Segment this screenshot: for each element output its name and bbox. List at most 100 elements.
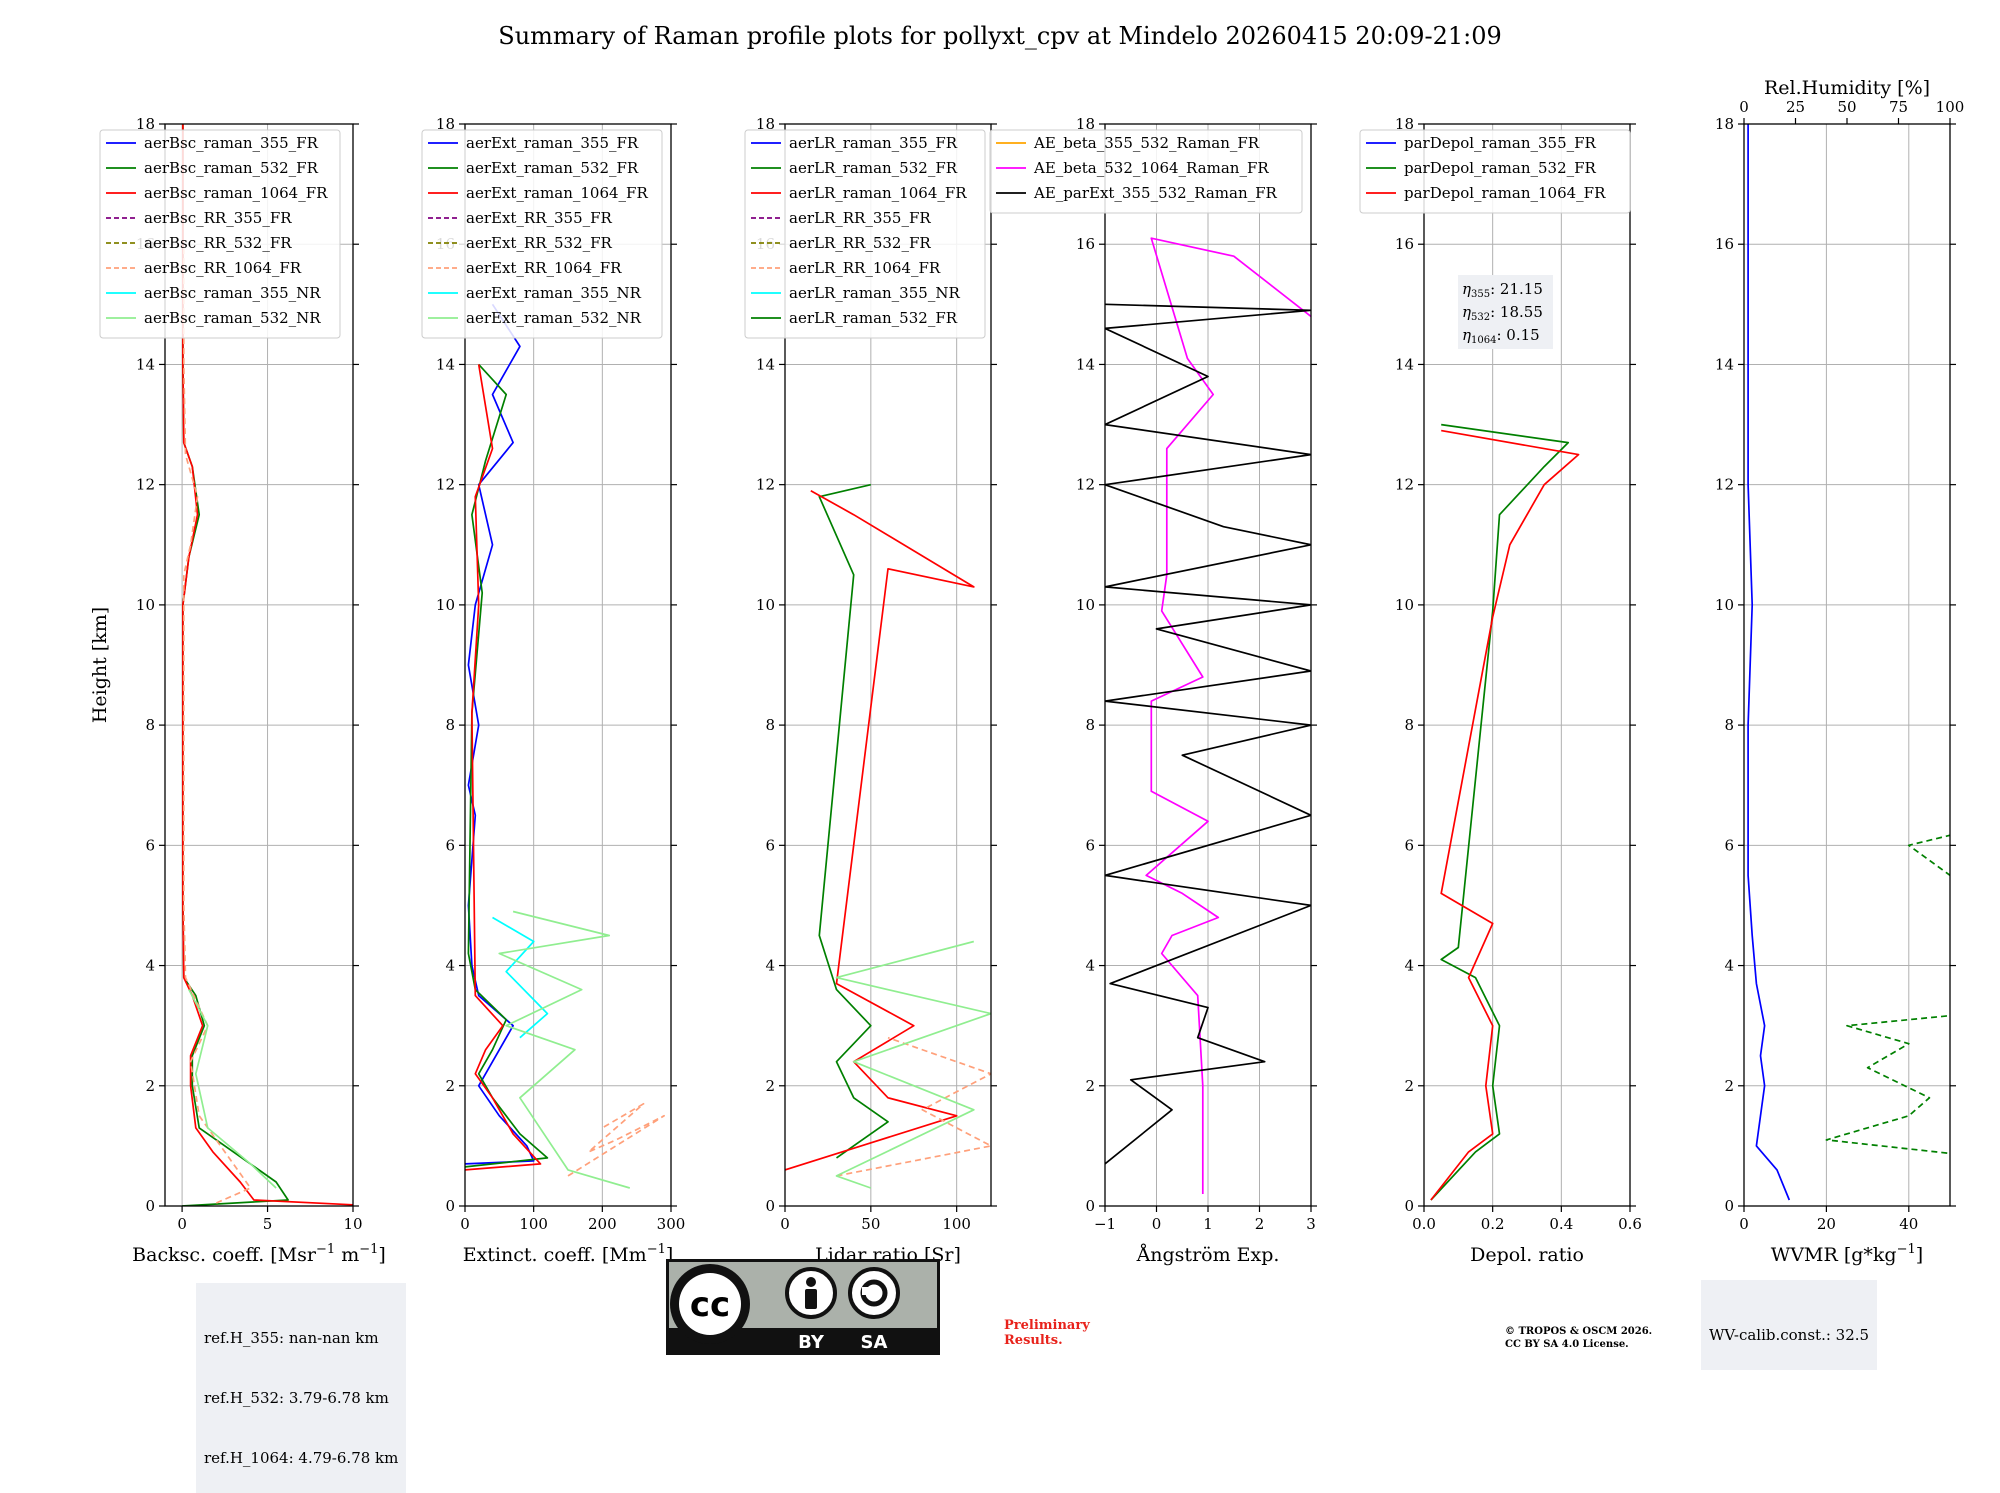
y-tick-label: 0 xyxy=(445,1197,455,1215)
legend-entry: aerLR_RR_532_FR xyxy=(789,234,931,252)
legend-entry: aerExt_RR_532_FR xyxy=(466,234,613,252)
legend-entry: aerBsc_raman_355_FR xyxy=(144,134,319,152)
x-tick-label: 2 xyxy=(1255,1215,1265,1233)
x-tick-label: −1 xyxy=(1094,1215,1116,1233)
x-axis-label: Extinct. coeff. [Mm−1] xyxy=(463,1242,674,1266)
legend-entry: aerLR_raman_532_FR xyxy=(789,159,958,177)
series-line xyxy=(818,483,889,1159)
series-line xyxy=(1145,237,1311,1194)
y-tick-label: 0 xyxy=(145,1197,155,1215)
y-tick-label: 4 xyxy=(145,957,155,975)
legend-entry: aerExt_raman_355_FR xyxy=(466,134,639,152)
x-tick-label: 40 xyxy=(1899,1215,1918,1233)
x-axis-label: Backsc. coeff. [Msr−1 m−1] xyxy=(132,1242,386,1266)
figure: 0246810121416180510Backsc. coeff. [Msr−1… xyxy=(89,77,1965,1266)
y-tick-label: 0 xyxy=(1404,1197,1414,1215)
series-group xyxy=(182,124,353,1206)
wv-calibration-constant: WV-calib.const.: 32.5 xyxy=(1709,1326,1870,1344)
series-line xyxy=(836,1036,991,1177)
y-tick-label: 6 xyxy=(1404,836,1414,854)
x-tick-label: 0 xyxy=(1152,1215,1162,1233)
x-tick-label: 3 xyxy=(1306,1215,1316,1233)
series-line xyxy=(1825,834,1950,1155)
y-tick-label: 8 xyxy=(145,716,155,734)
y-tick-label: 18 xyxy=(1715,115,1734,133)
y-tick-label: 8 xyxy=(445,716,455,734)
y-tick-label: 8 xyxy=(1085,716,1095,734)
preliminary-line-2: Results. xyxy=(1004,1333,1063,1348)
y-tick-label: 16 xyxy=(1076,235,1095,253)
top-axis-label: Rel.Humidity [%] xyxy=(1764,77,1930,99)
top-x-tick-label: 25 xyxy=(1786,98,1805,116)
top-x-tick-label: 50 xyxy=(1837,98,1856,116)
wv-calibration-box: WV-calib.const.: 32.5 xyxy=(1701,1280,1878,1370)
legend-box xyxy=(99,129,341,339)
y-tick-label: 10 xyxy=(1395,596,1414,614)
eta-annotation: η355: 21.15 η532: 18.55 η1064: 0.15 xyxy=(1458,275,1553,349)
y-tick-label: 4 xyxy=(1085,957,1095,975)
y-tick-label: 12 xyxy=(136,476,155,494)
legend-entry: parDepol_raman_355_FR xyxy=(1404,134,1597,152)
legend-entry: aerBsc_raman_532_FR xyxy=(144,159,319,177)
series-line xyxy=(465,364,542,1171)
copyright-line-2: CC BY SA 4.0 License. xyxy=(1505,1339,1629,1350)
y-tick-label: 16 xyxy=(1715,235,1734,253)
y-tick-label: 12 xyxy=(1076,476,1095,494)
y-tick-label: 14 xyxy=(756,355,775,373)
y-tick-label: 2 xyxy=(1404,1077,1414,1095)
legend-entry: aerExt_RR_1064_FR xyxy=(466,259,622,277)
series-line xyxy=(182,124,353,1206)
legend-entry: aerLR_raman_1064_FR xyxy=(789,184,967,202)
x-tick-label: 50 xyxy=(861,1215,880,1233)
reference-height-box: ref.H_355: nan-nan km ref.H_532: 3.79-6.… xyxy=(196,1283,407,1493)
y-tick-label: 18 xyxy=(756,115,775,133)
y-tick-label: 12 xyxy=(1395,476,1414,494)
ref-height-355: ref.H_355: nan-nan km xyxy=(204,1329,379,1347)
y-tick-label: 10 xyxy=(436,596,455,614)
y-tick-label: 6 xyxy=(145,836,155,854)
axes-frame xyxy=(1104,123,1312,1207)
series-line xyxy=(182,244,252,1204)
legend-entry: aerLR_raman_532_FR xyxy=(789,309,958,327)
y-axis-label: Height [km] xyxy=(89,607,111,723)
series-line xyxy=(492,916,549,1039)
figure-title: Summary of Raman profile plots for polly… xyxy=(498,22,1502,50)
y-tick-label: 16 xyxy=(1395,235,1414,253)
ref-height-532: ref.H_532: 3.79-6.78 km xyxy=(204,1389,389,1407)
legend-entry: aerBsc_RR_355_FR xyxy=(144,209,292,227)
copyright-note: © TROPOS & OSCM 2026. CC BY SA 4.0 Licen… xyxy=(1505,1325,1652,1351)
y-tick-label: 14 xyxy=(1395,355,1414,373)
legend-entry: aerLR_raman_355_FR xyxy=(789,134,958,152)
y-tick-label: 10 xyxy=(1076,596,1095,614)
series-group xyxy=(1747,124,1950,1201)
top-x-tick-label: 100 xyxy=(1936,98,1965,116)
x-tick-label: 0 xyxy=(780,1215,790,1233)
y-tick-label: 8 xyxy=(1404,716,1414,734)
y-tick-label: 8 xyxy=(765,716,775,734)
y-tick-label: 12 xyxy=(436,476,455,494)
x-tick-label: 0 xyxy=(460,1215,470,1233)
legend-entry: aerExt_raman_532_NR xyxy=(466,309,642,327)
x-tick-label: 20 xyxy=(1817,1215,1836,1233)
legend-entry: aerLR_RR_355_FR xyxy=(789,209,931,227)
series-line xyxy=(835,940,991,1189)
axes-frame xyxy=(784,123,992,1207)
x-tick-label: 0 xyxy=(1739,1215,1749,1233)
y-tick-label: 8 xyxy=(1724,716,1734,734)
series-line xyxy=(498,910,631,1189)
y-tick-label: 10 xyxy=(756,596,775,614)
ref-height-1064: ref.H_1064: 4.79-6.78 km xyxy=(204,1449,399,1467)
top-x-tick-label: 0 xyxy=(1739,98,1749,116)
series-line xyxy=(465,303,535,1165)
legend-entry: aerBsc_raman_532_NR xyxy=(144,309,321,327)
x-tick-label: 0 xyxy=(177,1215,187,1233)
y-tick-label: 4 xyxy=(1404,957,1414,975)
legend: aerLR_raman_355_FR aerLR_raman_532_FR aerL… xyxy=(744,129,986,339)
y-tick-label: 2 xyxy=(445,1077,455,1095)
series-line xyxy=(1430,429,1580,1201)
axes-frame xyxy=(164,123,354,1207)
x-tick-label: 0.6 xyxy=(1618,1215,1642,1233)
x-tick-label: 0.0 xyxy=(1412,1215,1436,1233)
panel-extinction: 0246810121416180100200300Extinct. coeff.… xyxy=(421,115,685,1266)
